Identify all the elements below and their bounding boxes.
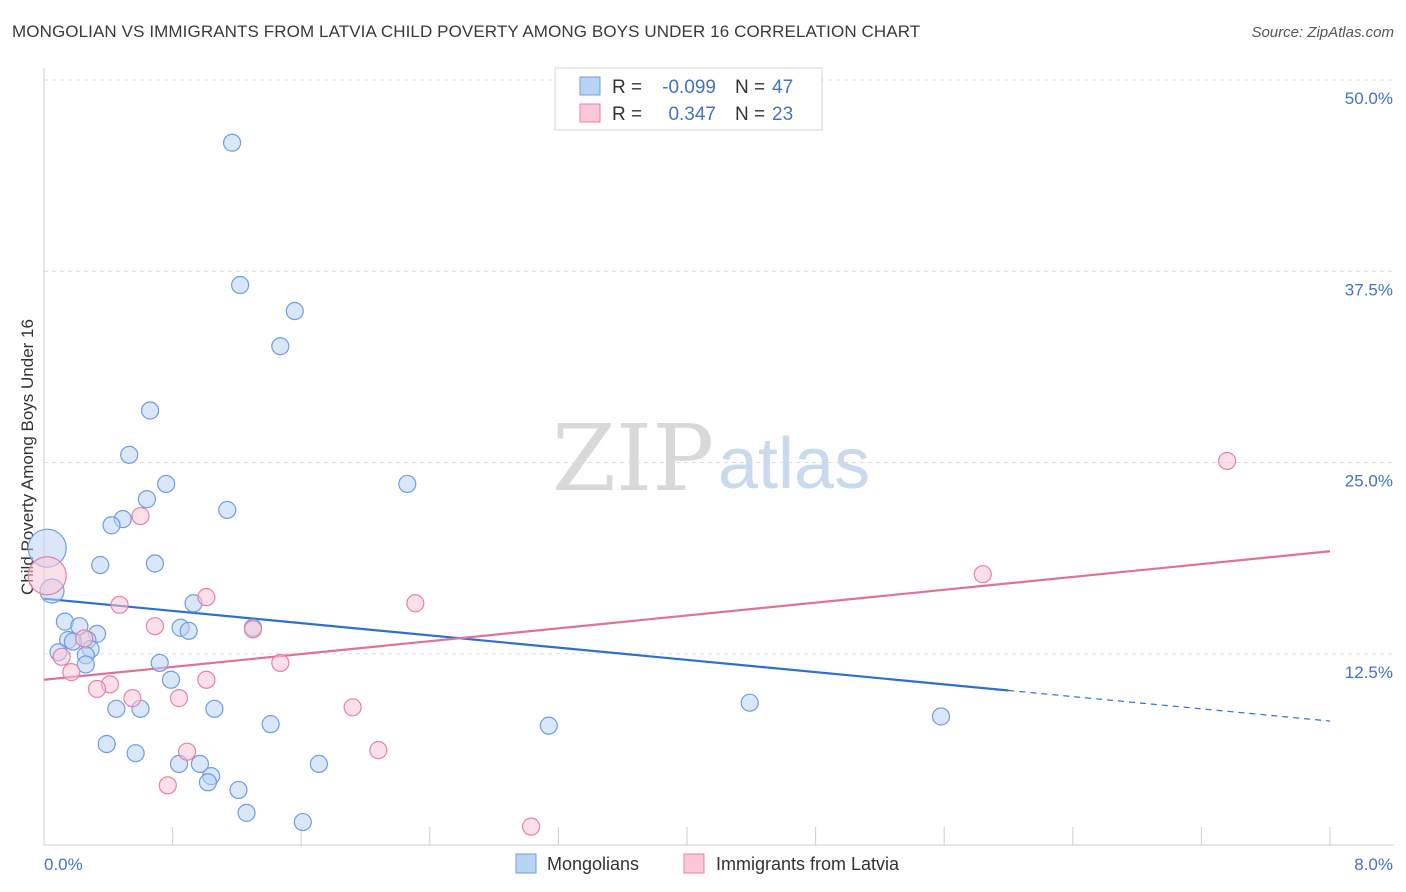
data-points <box>27 133 1237 836</box>
data-point <box>343 698 362 717</box>
series-legend: Mongolians Immigrants from Latvia <box>515 853 900 874</box>
data-point <box>120 445 139 464</box>
source-label: Source: ZipAtlas.com <box>1251 24 1394 41</box>
bottom-legend-label-mongolians: Mongolians <box>547 854 639 874</box>
watermark-zip: ZIP <box>552 405 714 512</box>
data-point <box>190 754 210 774</box>
series-latvia <box>27 451 1237 836</box>
data-point <box>157 474 176 494</box>
trend-line-latvia <box>43 550 1331 681</box>
data-point <box>126 744 145 763</box>
x-tick-labels: 0.0% 8.0% <box>44 855 1393 874</box>
y-tick-label: 25.0% <box>1345 472 1393 491</box>
bottom-legend-label-latvia: Immigrants from Latvia <box>716 854 900 874</box>
y-tick-labels: 12.5% 25.0% 37.5% 50.0% <box>1345 89 1393 682</box>
legend-swatch-mongolians <box>579 76 601 96</box>
legend-r-label-1: R = <box>612 77 642 98</box>
data-point <box>218 500 237 520</box>
data-point <box>398 474 417 494</box>
data-point <box>161 670 181 689</box>
trend-line-mongolians-extension <box>1008 689 1331 722</box>
data-point <box>179 621 198 640</box>
legend-r-value-1: -0.099 <box>662 77 716 98</box>
legend-n-label-2: N = <box>735 104 765 125</box>
data-point <box>169 689 189 708</box>
bottom-legend-swatch-latvia <box>683 853 705 874</box>
data-point <box>177 742 197 761</box>
y-tick-label: 37.5% <box>1345 280 1393 299</box>
data-point <box>243 620 263 639</box>
data-point <box>271 337 290 356</box>
data-point <box>97 734 116 754</box>
y-tick-label: 12.5% <box>1345 663 1393 682</box>
y-axis-title: Child Poverty Among Boys Under 16 <box>18 319 37 595</box>
data-point <box>237 803 256 822</box>
data-point <box>137 490 156 509</box>
legend-n-value-1: 47 <box>772 77 793 98</box>
legend-swatch-latvia <box>579 103 601 123</box>
watermark-atlas: atlas <box>718 424 870 504</box>
data-point <box>110 595 129 614</box>
legend-r-label-2: R = <box>612 104 642 125</box>
data-point <box>76 655 95 674</box>
data-point <box>285 301 304 321</box>
data-point <box>150 653 169 673</box>
data-point <box>231 275 250 295</box>
x-tick-label-min: 0.0% <box>44 855 83 874</box>
x-tick-label-max: 8.0% <box>1354 855 1393 874</box>
data-point <box>271 653 290 673</box>
data-point <box>521 817 541 836</box>
data-point <box>222 133 242 152</box>
data-point <box>198 773 218 792</box>
data-point <box>197 670 216 689</box>
gridlines <box>44 79 1394 655</box>
data-point <box>87 679 107 699</box>
data-point <box>406 594 425 613</box>
legend-r-value-2: 0.347 <box>668 104 716 125</box>
data-point <box>91 555 110 575</box>
stats-legend: R = -0.099 N = 47 R = 0.347 N = 23 <box>554 67 823 131</box>
data-point <box>261 715 280 734</box>
data-point <box>140 401 160 420</box>
y-tick-label: 50.0% <box>1345 89 1393 108</box>
data-point <box>293 812 312 832</box>
legend-n-label-1: N = <box>735 77 765 98</box>
bottom-legend-swatch-mongolians <box>515 853 537 874</box>
data-point <box>1218 451 1237 471</box>
data-point <box>229 780 248 800</box>
trend-lines <box>43 550 1331 722</box>
watermark: ZIP atlas <box>552 405 870 512</box>
data-point <box>75 629 94 648</box>
trend-line-mongolians <box>43 597 1009 692</box>
data-point <box>62 663 81 682</box>
data-point <box>205 699 224 718</box>
data-point <box>158 776 177 795</box>
data-point <box>973 565 992 584</box>
data-point <box>52 647 71 666</box>
data-point <box>197 588 216 607</box>
data-point <box>740 693 759 712</box>
data-point <box>131 506 150 526</box>
data-point <box>931 707 951 726</box>
data-point <box>102 516 121 535</box>
data-point <box>145 617 165 636</box>
chart-title: MONGOLIAN VS IMMIGRANTS FROM LATVIA CHIL… <box>12 22 921 41</box>
data-point <box>369 741 388 760</box>
legend-n-value-2: 23 <box>772 104 793 125</box>
data-point <box>27 556 67 596</box>
data-point <box>539 716 558 735</box>
data-point <box>107 699 126 718</box>
axes <box>43 68 1394 846</box>
data-point <box>145 554 165 573</box>
data-point <box>123 689 142 708</box>
data-point <box>309 754 328 774</box>
